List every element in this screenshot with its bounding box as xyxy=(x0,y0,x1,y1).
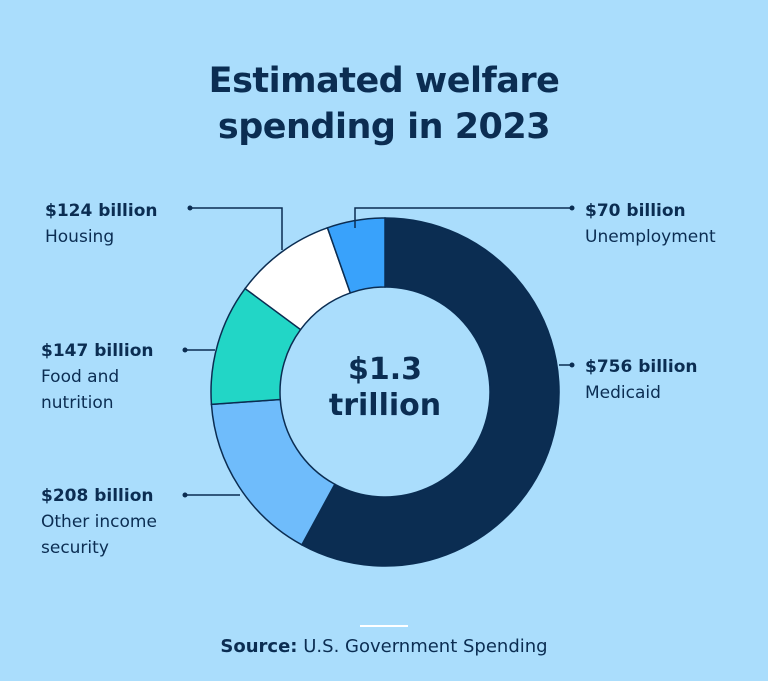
label-other-income: $208 billion Other income security xyxy=(41,483,181,561)
title-line-1: Estimated welfare xyxy=(208,61,560,101)
value-label: $756 billion xyxy=(585,357,698,377)
label-housing: $124 billion Housing xyxy=(45,198,158,250)
leader-dot xyxy=(187,205,193,211)
leader-dot xyxy=(569,362,575,368)
leader-unemployment xyxy=(354,207,572,228)
value-label: $208 billion xyxy=(41,486,154,506)
label-medicaid: $756 billion Medicaid xyxy=(585,354,698,406)
center-total-amount: $1.3 xyxy=(347,352,423,387)
category-label: Medicaid xyxy=(585,383,661,403)
title-line-2: spending in 2023 xyxy=(217,107,551,147)
value-label: $70 billion xyxy=(585,201,686,221)
leader-dot xyxy=(182,347,188,353)
slice-medicaid xyxy=(300,217,560,567)
label-unemployment: $70 billion Unemployment xyxy=(585,198,716,250)
source-text: U.S. Government Spending xyxy=(303,636,548,657)
category-label: Housing xyxy=(45,227,115,247)
chart-title: Estimated welfare spending in 2023 xyxy=(0,58,768,150)
value-label: $147 billion xyxy=(41,341,154,361)
source-label: Source: xyxy=(220,636,298,657)
category-label: Unemployment xyxy=(585,227,716,247)
divider xyxy=(360,625,408,627)
value-label: $124 billion xyxy=(45,201,158,221)
label-food: $147 billion Food and nutrition xyxy=(41,338,171,416)
leader-dot xyxy=(182,492,188,498)
category-label: Other income security xyxy=(41,512,157,558)
leader-housing xyxy=(190,207,283,250)
category-label: Food and nutrition xyxy=(41,367,120,413)
source-note: Source: U.S. Government Spending xyxy=(0,636,768,657)
leader-dot xyxy=(569,205,575,211)
center-total-unit: trillion xyxy=(328,388,442,423)
center-total: $1.3 trillion xyxy=(285,352,485,424)
slice-unemployment xyxy=(326,217,386,294)
